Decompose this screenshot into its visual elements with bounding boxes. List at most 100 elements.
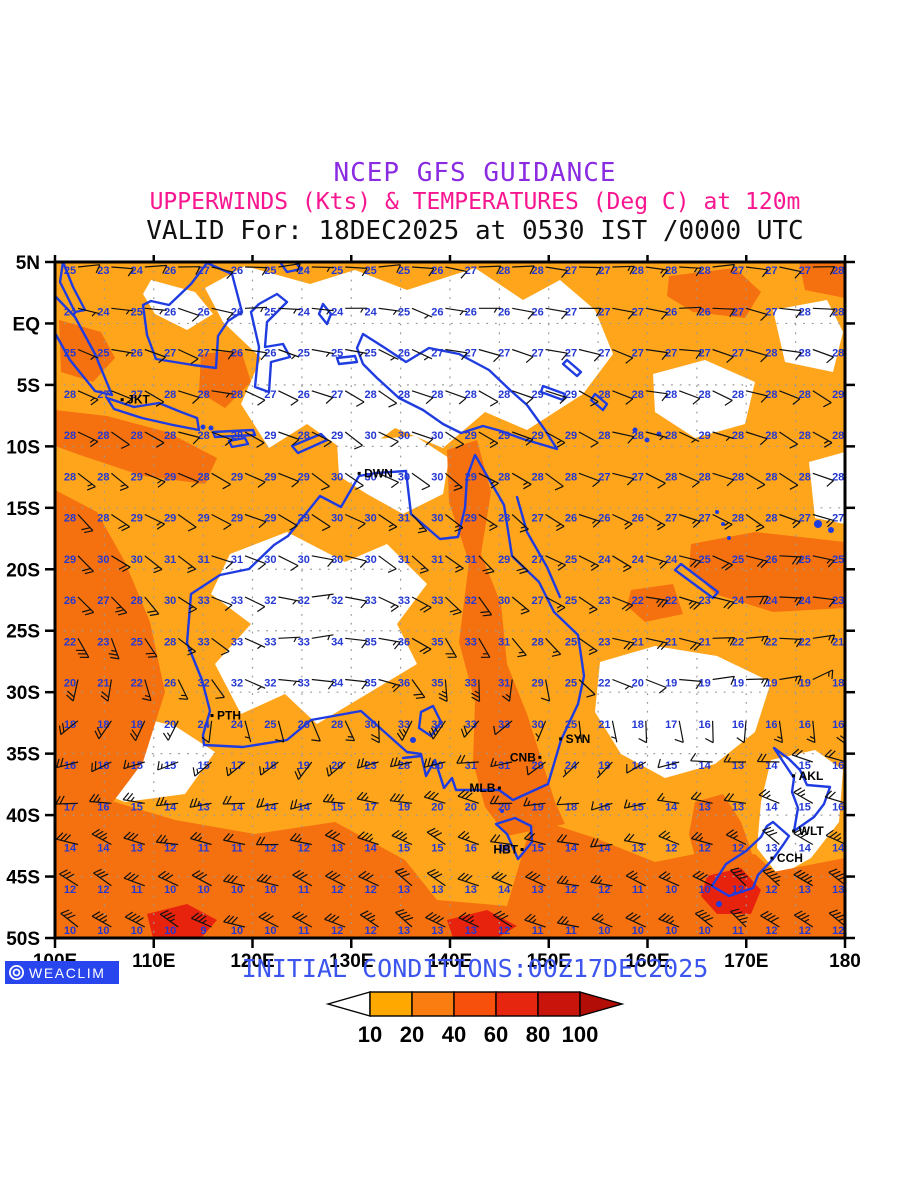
svg-text:30: 30 bbox=[398, 471, 410, 483]
svg-text:13: 13 bbox=[531, 884, 543, 896]
svg-text:13: 13 bbox=[832, 884, 844, 896]
y-axis-label: 50S bbox=[6, 929, 40, 950]
svg-text:26: 26 bbox=[164, 265, 176, 277]
svg-text:33: 33 bbox=[465, 636, 477, 648]
svg-text:35: 35 bbox=[431, 636, 443, 648]
city-marker-hbt bbox=[520, 848, 524, 852]
svg-text:13: 13 bbox=[765, 843, 777, 855]
svg-text:24: 24 bbox=[97, 306, 110, 318]
svg-text:28: 28 bbox=[331, 719, 343, 731]
svg-text:26: 26 bbox=[632, 513, 644, 525]
svg-text:28: 28 bbox=[531, 471, 543, 483]
svg-text:28: 28 bbox=[498, 471, 510, 483]
svg-text:18: 18 bbox=[264, 760, 276, 772]
svg-text:27: 27 bbox=[531, 513, 543, 525]
svg-text:14: 14 bbox=[97, 843, 110, 855]
svg-text:33: 33 bbox=[197, 595, 209, 607]
svg-text:10: 10 bbox=[231, 925, 243, 937]
svg-text:13: 13 bbox=[799, 884, 811, 896]
svg-text:33: 33 bbox=[231, 595, 243, 607]
svg-text:28: 28 bbox=[799, 430, 811, 442]
svg-text:29: 29 bbox=[531, 430, 543, 442]
svg-text:24: 24 bbox=[598, 554, 611, 566]
svg-text:25: 25 bbox=[298, 348, 310, 360]
svg-text:24: 24 bbox=[64, 306, 77, 318]
svg-text:26: 26 bbox=[164, 306, 176, 318]
city-marker-pth bbox=[210, 714, 214, 718]
svg-text:12: 12 bbox=[364, 925, 376, 937]
svg-text:12: 12 bbox=[732, 843, 744, 855]
svg-text:25: 25 bbox=[565, 595, 577, 607]
svg-text:29: 29 bbox=[498, 430, 510, 442]
city-label-cnb: CNB bbox=[510, 750, 536, 764]
svg-text:28: 28 bbox=[97, 430, 109, 442]
svg-text:15: 15 bbox=[197, 760, 209, 772]
svg-text:17: 17 bbox=[231, 760, 243, 772]
svg-text:25: 25 bbox=[732, 554, 744, 566]
svg-text:28: 28 bbox=[364, 389, 376, 401]
svg-text:30: 30 bbox=[364, 513, 376, 525]
svg-text:10: 10 bbox=[665, 884, 677, 896]
svg-text:13: 13 bbox=[732, 760, 744, 772]
svg-text:25: 25 bbox=[565, 678, 577, 690]
svg-text:25: 25 bbox=[565, 636, 577, 648]
svg-text:11: 11 bbox=[298, 925, 310, 937]
svg-text:27: 27 bbox=[765, 265, 777, 277]
svg-text:16: 16 bbox=[732, 719, 744, 731]
svg-text:22: 22 bbox=[64, 636, 76, 648]
svg-text:12: 12 bbox=[498, 925, 510, 937]
y-axis-label: 15S bbox=[6, 499, 40, 520]
svg-text:13: 13 bbox=[632, 843, 644, 855]
svg-text:28: 28 bbox=[665, 265, 677, 277]
colorbar-segment bbox=[453, 991, 497, 1017]
svg-text:26: 26 bbox=[431, 265, 443, 277]
svg-text:24: 24 bbox=[197, 719, 210, 731]
wind-shade-20-40-layer bbox=[55, 262, 845, 938]
svg-text:20: 20 bbox=[64, 678, 76, 690]
svg-text:28: 28 bbox=[131, 595, 143, 607]
svg-text:27: 27 bbox=[632, 306, 644, 318]
y-axis-label: 45S bbox=[6, 868, 40, 889]
valid-time-label: VALID For: 18DEC2025 at 0530 IST /0000 U… bbox=[146, 215, 804, 246]
svg-text:27: 27 bbox=[799, 265, 811, 277]
svg-text:10: 10 bbox=[131, 925, 143, 937]
svg-text:33: 33 bbox=[197, 636, 209, 648]
x-axis-label: 170E bbox=[724, 951, 768, 970]
svg-text:30: 30 bbox=[364, 719, 376, 731]
svg-text:28: 28 bbox=[665, 389, 677, 401]
svg-text:15: 15 bbox=[398, 843, 410, 855]
svg-text:26: 26 bbox=[231, 265, 243, 277]
svg-text:29: 29 bbox=[331, 430, 343, 442]
svg-text:23: 23 bbox=[832, 595, 844, 607]
svg-text:29: 29 bbox=[298, 471, 310, 483]
svg-text:14: 14 bbox=[799, 843, 812, 855]
svg-text:33: 33 bbox=[431, 719, 443, 731]
svg-text:30: 30 bbox=[364, 471, 376, 483]
svg-text:26: 26 bbox=[698, 306, 710, 318]
svg-text:33: 33 bbox=[398, 595, 410, 607]
svg-text:30: 30 bbox=[364, 554, 376, 566]
svg-text:28: 28 bbox=[732, 513, 744, 525]
svg-text:15: 15 bbox=[331, 801, 343, 813]
svg-text:14: 14 bbox=[698, 760, 711, 772]
colorbar-tick-label: 40 bbox=[442, 1022, 466, 1047]
svg-text:27: 27 bbox=[565, 265, 577, 277]
svg-text:22: 22 bbox=[765, 636, 777, 648]
x-axis-label: 150E bbox=[527, 951, 571, 970]
svg-text:25: 25 bbox=[698, 554, 710, 566]
map-frame bbox=[45, 255, 855, 948]
colorbar-segment bbox=[369, 991, 413, 1017]
svg-text:28: 28 bbox=[131, 430, 143, 442]
colorbar-segment bbox=[537, 991, 581, 1017]
svg-text:24: 24 bbox=[799, 595, 812, 607]
svg-text:11: 11 bbox=[732, 925, 744, 937]
svg-text:26: 26 bbox=[498, 306, 510, 318]
chart-subtitle: UPPERWINDS (Kts) & TEMPERATURES (Deg C) … bbox=[149, 188, 801, 215]
svg-text:12: 12 bbox=[298, 843, 310, 855]
svg-text:19: 19 bbox=[765, 678, 777, 690]
svg-text:25: 25 bbox=[331, 265, 343, 277]
svg-text:18: 18 bbox=[64, 719, 76, 731]
svg-text:28: 28 bbox=[632, 430, 644, 442]
colorbar-tick-label: 80 bbox=[526, 1022, 550, 1047]
svg-text:27: 27 bbox=[698, 513, 710, 525]
